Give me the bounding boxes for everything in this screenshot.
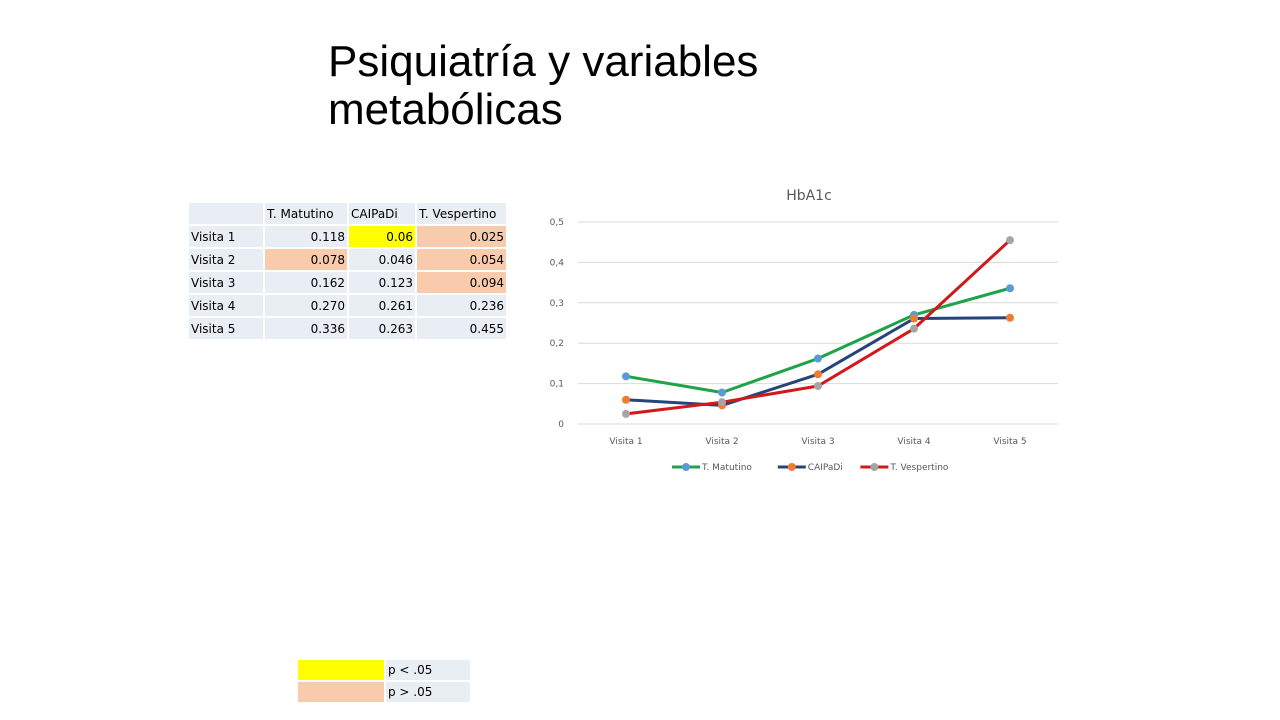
data-point bbox=[622, 395, 630, 404]
y-tick-label: 0 bbox=[558, 420, 564, 430]
significance-swatch bbox=[297, 659, 385, 681]
data-point bbox=[718, 388, 726, 397]
y-tick-label: 0,2 bbox=[550, 339, 564, 349]
row-label: Visita 4 bbox=[188, 294, 264, 317]
table-cell: 0.261 bbox=[348, 294, 416, 317]
legend-marker bbox=[787, 463, 796, 471]
significance-swatch bbox=[297, 681, 385, 703]
hba1c-data-table: T. Matutino CAIPaDi T. Vespertino Visita… bbox=[188, 202, 507, 340]
x-tick-label: Visita 3 bbox=[801, 437, 834, 447]
table-cell: 0.094 bbox=[416, 271, 507, 294]
row-label: Visita 5 bbox=[188, 317, 264, 340]
table-header-cell bbox=[188, 202, 264, 225]
y-axis-tick-labels: 0 0,1 0,2 0,3 0,4 0,5 bbox=[550, 218, 565, 430]
table-cell: 0.236 bbox=[416, 294, 507, 317]
legend-marker bbox=[870, 463, 879, 471]
data-point bbox=[718, 398, 726, 407]
table-cell: 0.123 bbox=[348, 271, 416, 294]
data-point bbox=[814, 370, 822, 379]
table-row: Visita 3 0.162 0.123 0.094 bbox=[188, 271, 507, 294]
data-point bbox=[622, 409, 630, 418]
chart-legend: T. Matutino CAIPaDi T. Vespertino bbox=[672, 463, 949, 473]
significance-legend-row: p > .05 bbox=[297, 681, 471, 703]
table-cell: 0.162 bbox=[264, 271, 348, 294]
legend-marker bbox=[682, 463, 690, 471]
table-cell: 0.270 bbox=[264, 294, 348, 317]
data-point bbox=[622, 372, 630, 381]
x-tick-label: Visita 2 bbox=[705, 437, 738, 447]
y-tick-label: 0,4 bbox=[550, 258, 565, 268]
y-tick-label: 0,5 bbox=[550, 218, 564, 228]
legend-label: T. Matutino bbox=[701, 463, 752, 473]
data-point bbox=[1006, 236, 1014, 245]
data-point bbox=[1006, 313, 1014, 322]
table-header-cell: T. Matutino bbox=[264, 202, 348, 225]
slide-title: Psiquiatría y variables metabólicas bbox=[328, 37, 759, 134]
significance-legend: p < .05 p > .05 bbox=[297, 659, 471, 703]
table-row: Visita 4 0.270 0.261 0.236 bbox=[188, 294, 507, 317]
table-cell: 0.336 bbox=[264, 317, 348, 340]
data-point bbox=[910, 324, 918, 333]
chart-gridlines bbox=[578, 221, 1058, 425]
table-cell: 0.025 bbox=[416, 225, 507, 248]
data-point bbox=[814, 354, 822, 363]
table-cell: 0.06 bbox=[348, 225, 416, 248]
table-cell: 0.054 bbox=[416, 248, 507, 271]
x-axis-tick-labels: Visita 1 Visita 2 Visita 3 Visita 4 Visita 5 bbox=[609, 437, 1026, 447]
legend-label: T. Vespertino bbox=[889, 463, 949, 473]
table-header-row: T. Matutino CAIPaDi T. Vespertino bbox=[188, 202, 507, 225]
row-label: Visita 1 bbox=[188, 225, 264, 248]
x-tick-label: Visita 5 bbox=[993, 437, 1026, 447]
table-row: Visita 2 0.078 0.046 0.054 bbox=[188, 248, 507, 271]
data-point bbox=[910, 314, 918, 323]
data-point bbox=[814, 382, 822, 391]
significance-label: p > .05 bbox=[385, 681, 471, 703]
table-cell: 0.263 bbox=[348, 317, 416, 340]
significance-legend-row: p < .05 bbox=[297, 659, 471, 681]
table-cell: 0.455 bbox=[416, 317, 507, 340]
y-tick-label: 0,3 bbox=[550, 299, 564, 309]
table-header-cell: CAIPaDi bbox=[348, 202, 416, 225]
chart-title: HbA1c bbox=[786, 188, 832, 204]
table-row: Visita 5 0.336 0.263 0.455 bbox=[188, 317, 507, 340]
legend-label: CAIPaDi bbox=[808, 463, 843, 473]
significance-label: p < .05 bbox=[385, 659, 471, 681]
x-tick-label: Visita 1 bbox=[609, 437, 642, 447]
table-cell: 0.078 bbox=[264, 248, 348, 271]
table-cell: 0.046 bbox=[348, 248, 416, 271]
chart-series bbox=[622, 236, 1014, 418]
row-label: Visita 2 bbox=[188, 248, 264, 271]
table-header-cell: T. Vespertino bbox=[416, 202, 507, 225]
table-cell: 0.118 bbox=[264, 225, 348, 248]
x-tick-label: Visita 4 bbox=[897, 437, 931, 447]
y-tick-label: 0,1 bbox=[550, 380, 564, 390]
row-label: Visita 3 bbox=[188, 271, 264, 294]
data-point bbox=[1006, 284, 1014, 293]
table-row: Visita 1 0.118 0.06 0.025 bbox=[188, 225, 507, 248]
